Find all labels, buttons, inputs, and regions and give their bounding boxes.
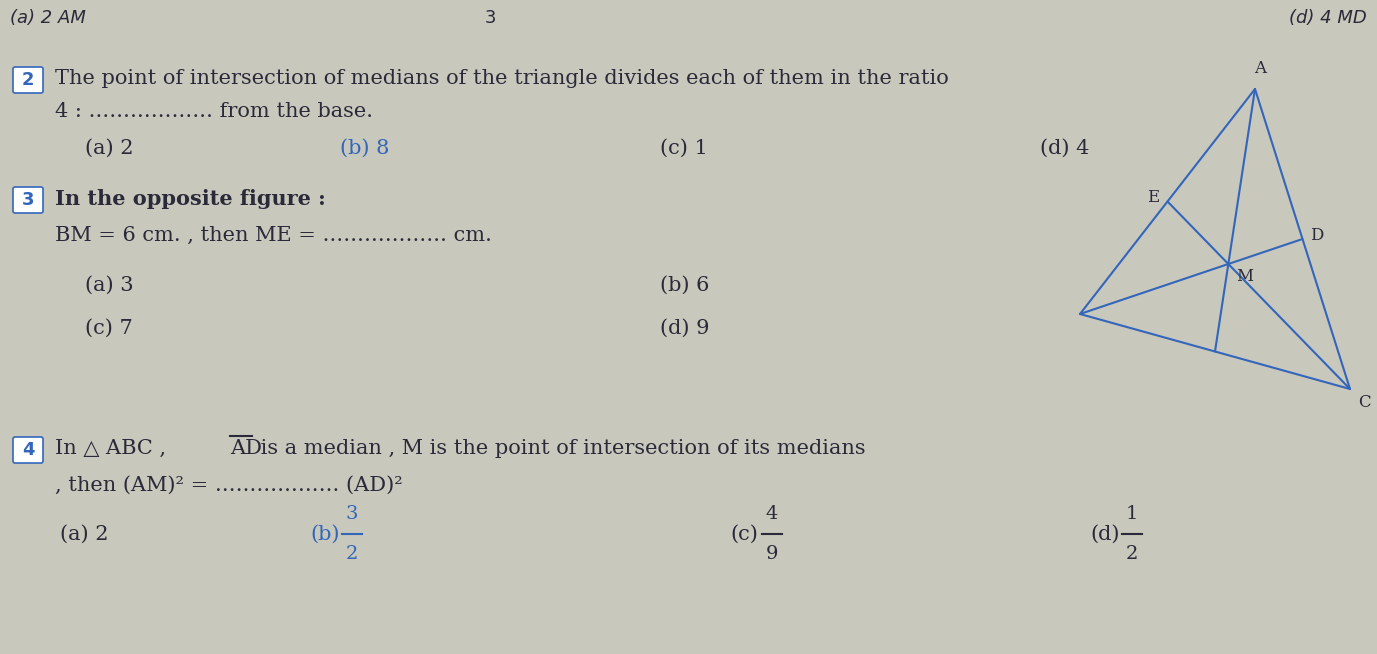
- Text: (d) 4 MD: (d) 4 MD: [1289, 9, 1367, 27]
- Text: M: M: [1237, 268, 1253, 285]
- Text: D: D: [1311, 226, 1323, 243]
- Text: (c) 7: (c) 7: [85, 319, 132, 338]
- Text: is a median , M is the point of intersection of its medians: is a median , M is the point of intersec…: [253, 439, 866, 458]
- Text: 3: 3: [346, 505, 358, 523]
- Text: (c) 1: (c) 1: [660, 139, 708, 158]
- Text: C: C: [1358, 394, 1370, 411]
- Text: 2: 2: [22, 71, 34, 89]
- Text: 3: 3: [485, 9, 496, 27]
- Text: A: A: [1254, 60, 1265, 77]
- Text: AD: AD: [230, 438, 262, 458]
- Text: (a) 2: (a) 2: [61, 525, 109, 543]
- Text: In △ ABC ,: In △ ABC ,: [55, 439, 167, 458]
- Text: 1: 1: [1126, 505, 1139, 523]
- FancyBboxPatch shape: [12, 437, 43, 463]
- Text: 2: 2: [346, 545, 358, 563]
- Text: (b): (b): [310, 525, 340, 543]
- Text: (a) 2 AM: (a) 2 AM: [10, 9, 85, 27]
- Text: 9: 9: [766, 545, 778, 563]
- Text: BM = 6 cm. , then ME = ……………… cm.: BM = 6 cm. , then ME = ……………… cm.: [55, 226, 492, 245]
- Text: (d): (d): [1091, 525, 1120, 543]
- Text: 2: 2: [1126, 545, 1139, 563]
- Text: 4: 4: [766, 505, 778, 523]
- Text: (b) 6: (b) 6: [660, 276, 709, 295]
- Text: 4: 4: [22, 441, 34, 459]
- Text: (c): (c): [730, 525, 757, 543]
- Text: (d) 4: (d) 4: [1040, 139, 1089, 158]
- FancyBboxPatch shape: [12, 67, 43, 93]
- Text: , then (AM)² = ……………… (AD)²: , then (AM)² = ……………… (AD)²: [55, 476, 402, 495]
- Text: The point of intersection of medians of the triangle divides each of them in the: The point of intersection of medians of …: [55, 69, 949, 88]
- Text: (a) 2: (a) 2: [85, 139, 134, 158]
- Text: E: E: [1147, 189, 1159, 206]
- FancyBboxPatch shape: [12, 187, 43, 213]
- Text: 3: 3: [22, 191, 34, 209]
- Text: (b) 8: (b) 8: [340, 139, 390, 158]
- Text: (a) 3: (a) 3: [85, 276, 134, 295]
- Text: 4 : ……………… from the base.: 4 : ……………… from the base.: [55, 102, 373, 121]
- Text: In the opposite figure :: In the opposite figure :: [55, 189, 326, 209]
- Text: (d) 9: (d) 9: [660, 319, 709, 338]
